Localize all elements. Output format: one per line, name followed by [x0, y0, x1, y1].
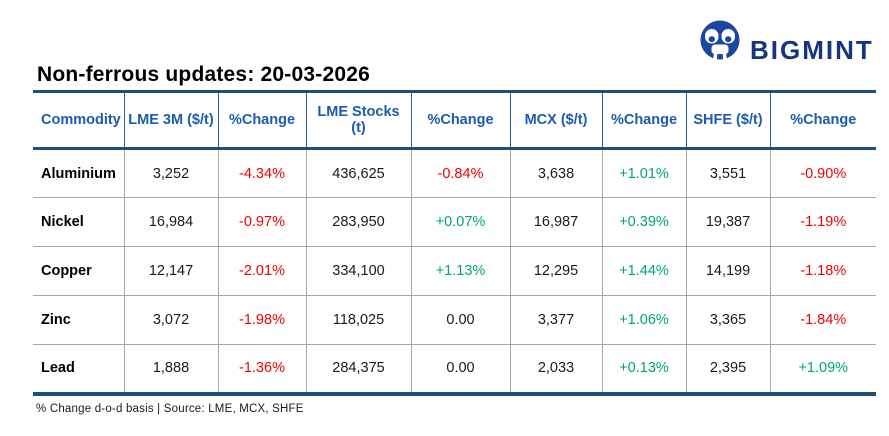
column-header-lme-3m-change: %Change: [217, 91, 306, 150]
price-cell: 16,984: [123, 197, 218, 247]
change-cell: +1.44%: [601, 246, 686, 296]
change-cell: 0.00: [410, 295, 510, 345]
price-cell: 12,147: [123, 246, 218, 296]
change-cell: -2.01%: [217, 246, 306, 296]
change-cell: +1.01%: [601, 148, 686, 198]
table-row-nickel: Nickel 16,984 -0.97% 283,950 +0.07% 16,9…: [33, 197, 876, 247]
price-cell: 2,395: [685, 344, 770, 394]
change-cell: +1.13%: [410, 246, 510, 296]
change-cell: -1.36%: [217, 344, 306, 394]
price-table: Commodity LME 3M ($/t) %Change LME Stock…: [33, 90, 876, 396]
table-row-lead: Lead 1,888 -1.36% 284,375 0.00 2,033 +0.…: [33, 344, 876, 394]
table-row-aluminium: Aluminium 3,252 -4.34% 436,625 -0.84% 3,…: [33, 148, 876, 198]
change-cell: -0.84%: [410, 148, 510, 198]
source-footnote: % Change d-o-d basis | Source: LME, MCX,…: [36, 403, 304, 415]
stocks-cell: 118,025: [305, 295, 411, 345]
column-header-commodity: Commodity: [33, 91, 124, 150]
change-cell: -1.18%: [769, 246, 876, 296]
change-cell: +0.13%: [601, 344, 686, 394]
table-header-row: Commodity LME 3M ($/t) %Change LME Stock…: [33, 91, 876, 150]
commodity-cell: Lead: [33, 344, 124, 394]
price-cell: 3,551: [685, 148, 770, 198]
column-header-lme-3m: LME 3M ($/t): [123, 91, 218, 150]
column-header-shfe: SHFE ($/t): [685, 91, 770, 150]
column-header-lme-stocks: LME Stocks (t): [305, 91, 411, 150]
column-header-mcx-change: %Change: [601, 91, 686, 150]
commodity-cell: Zinc: [33, 295, 124, 345]
page-title: Non-ferrous updates: 20-03-2026: [37, 63, 370, 86]
commodity-cell: Nickel: [33, 197, 124, 247]
column-header-mcx: MCX ($/t): [509, 91, 602, 150]
price-cell: 3,072: [123, 295, 218, 345]
change-cell: +0.39%: [601, 197, 686, 247]
price-cell: 14,199: [685, 246, 770, 296]
price-cell: 3,377: [509, 295, 602, 345]
stocks-cell: 436,625: [305, 148, 411, 198]
column-header-shfe-change: %Change: [769, 91, 876, 150]
price-cell: 2,033: [509, 344, 602, 394]
change-cell: +1.09%: [769, 344, 876, 394]
change-cell: -4.34%: [217, 148, 306, 198]
brand-logo: BIGMINT: [699, 20, 874, 75]
change-cell: +1.06%: [601, 295, 686, 345]
column-header-lme-stocks-change: %Change: [410, 91, 510, 150]
brand-wordmark: BIGMINT: [750, 34, 874, 65]
change-cell: -1.98%: [217, 295, 306, 345]
change-cell: +0.07%: [410, 197, 510, 247]
price-cell: 3,365: [685, 295, 770, 345]
nonferrous-price-table: Commodity LME 3M ($/t) %Change LME Stock…: [33, 90, 876, 396]
table-row-zinc: Zinc 3,072 -1.98% 118,025 0.00 3,377 +1.…: [33, 295, 876, 345]
table-row-copper: Copper 12,147 -2.01% 334,100 +1.13% 12,2…: [33, 246, 876, 296]
change-cell: -0.90%: [769, 148, 876, 198]
change-cell: -1.84%: [769, 295, 876, 345]
change-cell: -1.19%: [769, 197, 876, 247]
price-cell: 19,387: [685, 197, 770, 247]
stocks-cell: 334,100: [305, 246, 411, 296]
price-cell: 1,888: [123, 344, 218, 394]
stocks-cell: 284,375: [305, 344, 411, 394]
change-cell: -0.97%: [217, 197, 306, 247]
price-cell: 3,638: [509, 148, 602, 198]
price-cell: 16,987: [509, 197, 602, 247]
bigmint-walrus-icon: [699, 20, 741, 75]
price-cell: 3,252: [123, 148, 218, 198]
commodity-cell: Copper: [33, 246, 124, 296]
stocks-cell: 283,950: [305, 197, 411, 247]
commodity-cell: Aluminium: [41, 165, 116, 182]
change-cell: 0.00: [410, 344, 510, 394]
price-cell: 12,295: [509, 246, 602, 296]
